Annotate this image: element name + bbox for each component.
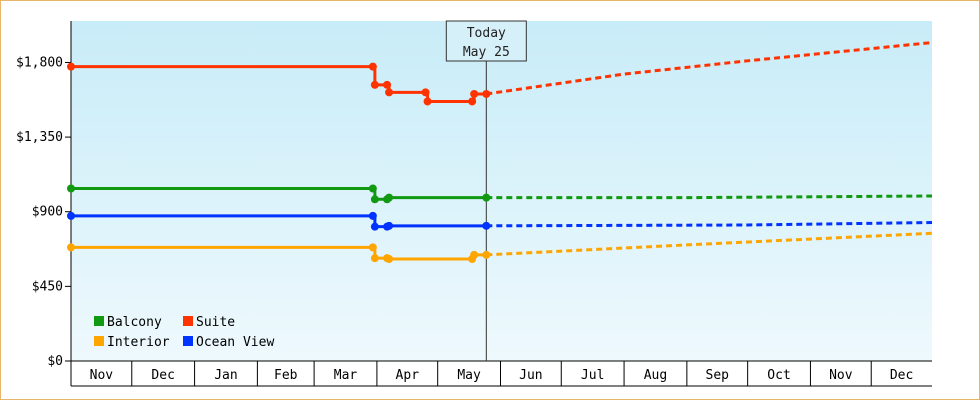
month-label: Jul bbox=[581, 368, 604, 383]
today-marker: Today May 25 bbox=[445, 20, 527, 361]
legend-label: Suite bbox=[196, 315, 235, 330]
price-point bbox=[385, 255, 394, 263]
y-tick-label: $1,350 bbox=[16, 130, 63, 145]
today-date-label: May 25 bbox=[463, 45, 510, 60]
legend: Balcony Suite Interior Ocean View bbox=[94, 315, 274, 350]
legend-swatch bbox=[183, 316, 193, 326]
price-point bbox=[470, 89, 479, 98]
legend-label: Balcony bbox=[107, 315, 162, 330]
month-label: Nov bbox=[829, 368, 853, 383]
forecast-line bbox=[486, 194, 933, 200]
price-point bbox=[482, 89, 491, 98]
price-point bbox=[470, 250, 479, 259]
price-point bbox=[482, 193, 491, 202]
series-ocean-view bbox=[67, 211, 933, 231]
price-point bbox=[67, 211, 75, 220]
price-point bbox=[67, 243, 75, 252]
price-point bbox=[368, 184, 377, 193]
series-interior bbox=[67, 231, 933, 263]
month-label: Jan bbox=[214, 368, 237, 383]
legend-label: Ocean View bbox=[196, 335, 274, 350]
month-label: Jun bbox=[519, 368, 542, 383]
today-box bbox=[445, 20, 527, 62]
today-label: Today bbox=[467, 26, 506, 41]
x-axis: Nov Dec Jan Feb Mar Apr May Jun Jul Aug Sep Oct Nov D… bbox=[70, 360, 932, 387]
price-point bbox=[421, 88, 430, 97]
month-label: Apr bbox=[396, 368, 420, 383]
month-label: Nov bbox=[90, 368, 114, 383]
y-tick-label: $0 bbox=[47, 354, 63, 369]
price-point bbox=[423, 97, 432, 106]
forecast-line bbox=[486, 41, 933, 96]
month-label: Dec bbox=[890, 368, 913, 383]
price-point bbox=[370, 195, 379, 204]
price-point bbox=[482, 250, 491, 259]
price-point bbox=[370, 80, 379, 89]
y-tick-label: $1,800 bbox=[16, 55, 63, 70]
price-point bbox=[383, 80, 392, 89]
series-lines bbox=[67, 41, 933, 263]
legend-label: Interior bbox=[107, 335, 170, 350]
price-point bbox=[368, 211, 377, 220]
price-point bbox=[385, 221, 394, 230]
legend-swatch bbox=[183, 336, 193, 346]
price-point bbox=[370, 254, 379, 263]
price-point bbox=[67, 62, 75, 71]
legend-swatch bbox=[94, 316, 104, 326]
y-tick-label: $900 bbox=[32, 205, 63, 220]
plot-background bbox=[71, 21, 932, 361]
forecast-line bbox=[486, 221, 933, 228]
price-point bbox=[385, 193, 394, 202]
y-tick-label: $450 bbox=[32, 279, 63, 294]
series-suite bbox=[67, 41, 933, 106]
price-point bbox=[468, 97, 477, 106]
month-label: Feb bbox=[274, 368, 298, 383]
price-point bbox=[67, 184, 75, 193]
price-point bbox=[385, 88, 394, 97]
month-label: Aug bbox=[644, 368, 667, 383]
legend-swatch bbox=[94, 336, 104, 346]
month-label: Sep bbox=[706, 368, 730, 383]
month-label: Mar bbox=[334, 368, 358, 383]
price-point bbox=[368, 62, 377, 71]
price-point bbox=[370, 222, 379, 231]
y-axis: $0 $450 $900 $1,350 $1,800 bbox=[16, 21, 72, 369]
month-label: May bbox=[457, 368, 481, 383]
series-balcony bbox=[67, 184, 933, 204]
price-point bbox=[482, 221, 491, 230]
forecast-line bbox=[486, 231, 933, 257]
price-point bbox=[368, 243, 377, 252]
month-label: Oct bbox=[767, 368, 790, 383]
month-label: Dec bbox=[151, 368, 174, 383]
